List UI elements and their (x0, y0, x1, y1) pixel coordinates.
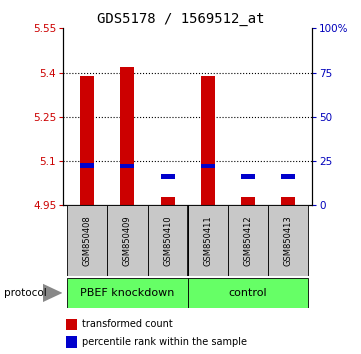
Text: GSM850413: GSM850413 (284, 215, 293, 266)
Bar (148, 205, 188, 276)
Bar (201, 75, 215, 205)
Bar (241, 175, 255, 179)
Bar (228, 205, 268, 276)
Bar (161, 175, 175, 179)
Bar (67, 278, 188, 308)
Text: transformed count: transformed count (82, 319, 173, 329)
Bar (121, 67, 135, 205)
Bar (188, 278, 308, 308)
Text: GSM850411: GSM850411 (203, 215, 212, 266)
Bar (67, 205, 107, 276)
Text: PBEF knockdown: PBEF knockdown (80, 288, 175, 298)
Text: protocol: protocol (4, 288, 46, 298)
Text: GSM850409: GSM850409 (123, 215, 132, 266)
Bar (107, 205, 148, 276)
Text: GDS5178 / 1569512_at: GDS5178 / 1569512_at (97, 12, 264, 27)
Text: GSM850410: GSM850410 (163, 215, 172, 266)
Bar (66, 336, 77, 348)
Bar (80, 163, 94, 168)
Bar (66, 319, 77, 330)
Bar (281, 175, 295, 179)
Text: percentile rank within the sample: percentile rank within the sample (82, 337, 247, 347)
Bar (201, 164, 215, 168)
Bar (121, 164, 135, 168)
Text: control: control (229, 288, 267, 298)
Polygon shape (43, 284, 62, 302)
Text: GSM850412: GSM850412 (243, 215, 252, 266)
Bar (281, 197, 295, 205)
Bar (268, 205, 308, 276)
Bar (80, 75, 94, 205)
Text: GSM850408: GSM850408 (83, 215, 92, 266)
Bar (241, 197, 255, 205)
Bar (161, 197, 175, 205)
Bar (188, 205, 228, 276)
